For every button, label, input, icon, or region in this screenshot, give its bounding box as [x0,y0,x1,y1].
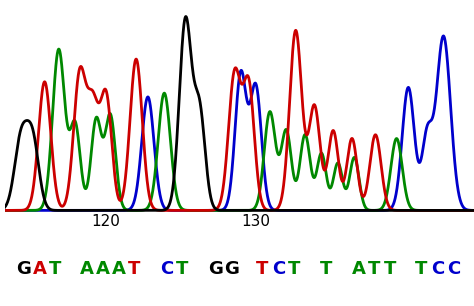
Text: T: T [319,260,332,278]
Text: T: T [367,260,380,278]
Text: G: G [17,260,31,278]
Text: G: G [208,260,223,278]
Text: T: T [128,260,140,278]
Text: A: A [352,260,365,278]
Text: T: T [415,260,428,278]
Text: C: C [272,260,285,278]
Text: T: T [176,260,188,278]
Text: A: A [80,260,94,278]
Text: A: A [96,260,110,278]
Text: A: A [112,260,126,278]
Text: 130: 130 [241,214,270,230]
Text: T: T [48,260,61,278]
Text: C: C [431,260,445,278]
Text: T: T [256,260,268,278]
Text: C: C [160,260,173,278]
Text: T: T [288,260,300,278]
Text: A: A [32,260,46,278]
Text: T: T [383,260,396,278]
Text: 120: 120 [91,214,120,230]
Text: G: G [224,260,239,278]
Text: C: C [447,260,461,278]
